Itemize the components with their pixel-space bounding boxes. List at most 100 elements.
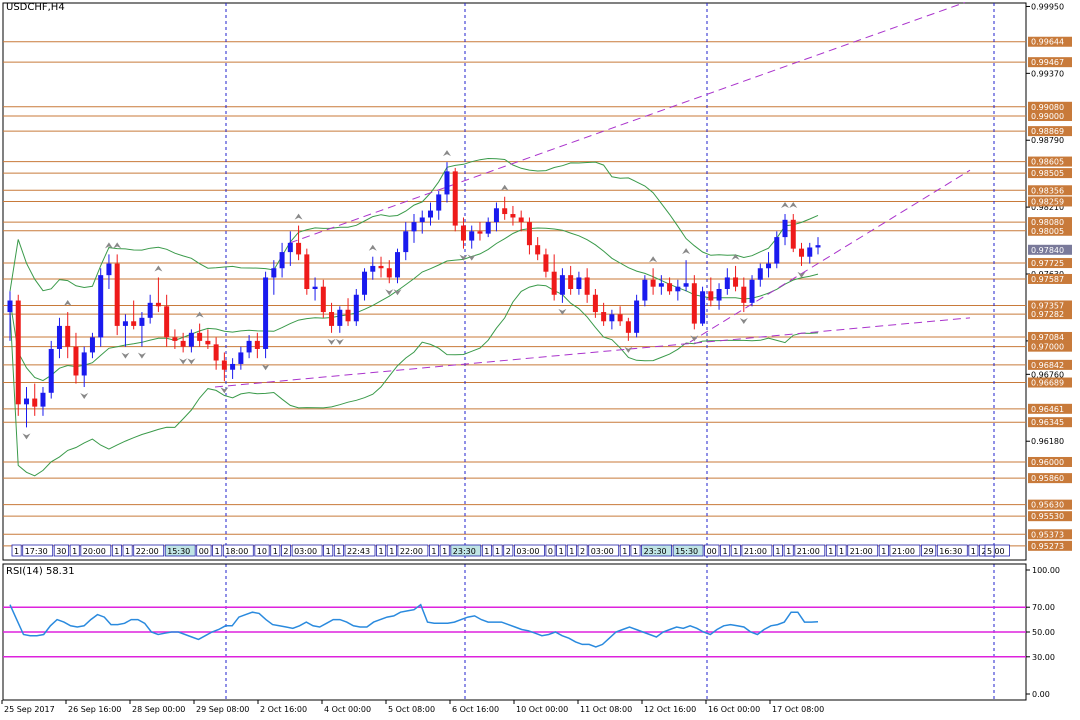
- candle-body: [296, 242, 302, 255]
- session-box-label: 16:30: [939, 547, 962, 556]
- candle-body: [32, 398, 38, 407]
- trendline-lower: [214, 317, 971, 388]
- fractal-down-marker: [467, 254, 476, 261]
- trendlines: [214, 1, 971, 388]
- session-box: [968, 544, 979, 557]
- fractal-down-marker: [327, 338, 336, 345]
- session-box-label: 1: [971, 547, 976, 556]
- session-box-label: 1: [14, 547, 19, 556]
- session-box-label: 1: [828, 547, 833, 556]
- candle-body: [757, 268, 763, 280]
- fractal-up-marker: [154, 265, 163, 272]
- session-box-label: 22:00: [400, 547, 423, 556]
- candle-body: [576, 277, 582, 289]
- session-box-label: 0: [548, 547, 553, 556]
- candle-body: [419, 217, 425, 223]
- level-price-label: 0.97587: [1031, 275, 1064, 284]
- level-price-label: 0.97000: [1031, 343, 1064, 352]
- session-box-label: 1: [379, 547, 384, 556]
- band-upper: [9, 157, 819, 292]
- time-tick-label: 4 Oct 00:00: [324, 705, 371, 714]
- rsi-series-line: [9, 603, 819, 648]
- candle-body: [444, 171, 450, 195]
- session-box: [344, 544, 376, 557]
- session-box-label: 22:43: [347, 547, 370, 556]
- session-box-label: 15:30: [167, 547, 190, 556]
- fractal-down-marker: [220, 387, 229, 394]
- time-tick-label: 2 Oct 16:00: [260, 705, 307, 714]
- session-box: [773, 544, 784, 557]
- session-box: [439, 544, 450, 557]
- level-price-label: 0.97357: [1031, 301, 1064, 310]
- session-box-label: 03:00: [591, 547, 614, 556]
- session-box-label: 03:00: [294, 547, 317, 556]
- session-box-label: 1: [622, 547, 627, 556]
- rsi-label: RSI(14) 58.31: [6, 566, 75, 577]
- session-box-label: 23:30: [453, 547, 476, 556]
- session-box: [492, 544, 503, 557]
- session-box: [11, 544, 22, 557]
- level-price-box: [1028, 36, 1072, 47]
- price-tick-label: 0.96760: [1031, 370, 1064, 379]
- candle-body: [452, 171, 458, 226]
- session-box-label: 03:00: [516, 547, 539, 556]
- candle-body: [469, 231, 475, 241]
- candle-body: [675, 286, 681, 292]
- candle-body: [81, 352, 87, 376]
- fractal-up-marker: [731, 253, 740, 260]
- rsi-tick-label: 30.00: [1032, 653, 1055, 662]
- fractal-up-marker: [682, 248, 691, 255]
- candle-body: [790, 219, 796, 249]
- candle-body: [238, 352, 244, 364]
- candle-body: [287, 242, 293, 253]
- level-price-box: [1028, 156, 1072, 167]
- candle-body: [724, 277, 730, 289]
- session-box: [730, 544, 741, 557]
- fractal-up-marker: [63, 300, 72, 307]
- time-tick-label: 26 Sep 16:00: [68, 705, 121, 714]
- level-price-label: 0.96000: [1031, 458, 1064, 467]
- session-box-label: 1: [336, 547, 341, 556]
- candle-body: [543, 254, 549, 272]
- candle-body: [617, 314, 623, 322]
- current-price-label: 0.97840: [1031, 246, 1064, 255]
- candle-body: [329, 312, 335, 326]
- level-price-box: [1028, 258, 1072, 269]
- candle-body: [683, 283, 689, 287]
- candle-body: [502, 208, 508, 215]
- session-box-label: 29: [923, 547, 933, 556]
- session-box-label: 21:00: [850, 547, 873, 556]
- candle-body: [568, 275, 574, 289]
- session-box: [212, 544, 223, 557]
- session-box: [704, 544, 720, 557]
- candle-body: [73, 346, 79, 376]
- session-box-label: 1: [72, 547, 77, 556]
- fractal-down-marker: [80, 393, 89, 400]
- session-box: [577, 544, 588, 557]
- candle-body: [634, 300, 640, 333]
- fractal-down-marker: [624, 346, 633, 353]
- candle-body: [122, 321, 128, 326]
- level-price-label: 0.95630: [1031, 501, 1064, 510]
- fractal-down-marker: [261, 364, 270, 371]
- level-price-label: 0.97725: [1031, 259, 1064, 268]
- session-box: [672, 544, 704, 557]
- candle-body: [592, 294, 598, 313]
- level-price-box: [1028, 225, 1072, 236]
- candle-body: [131, 321, 137, 326]
- fractal-down-marker: [121, 352, 130, 359]
- session-box: [397, 544, 429, 557]
- price-tick-label: 0.98210: [1031, 203, 1064, 212]
- trendline-upper: [289, 1, 966, 244]
- level-price-label: 0.97282: [1031, 310, 1064, 319]
- candle-body: [106, 263, 112, 276]
- session-box-label: 21:00: [744, 547, 767, 556]
- level-price-box: [1028, 403, 1072, 414]
- fractal-down-marker: [385, 289, 394, 296]
- candle-body: [221, 360, 227, 370]
- session-box: [164, 544, 196, 557]
- fractal-down-marker: [335, 338, 344, 345]
- candle-body: [304, 254, 310, 289]
- level-price-box: [1028, 456, 1072, 467]
